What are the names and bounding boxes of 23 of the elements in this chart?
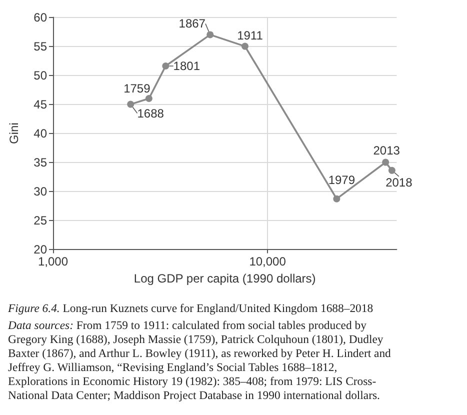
annotation: 1911 (237, 28, 264, 42)
text: Data sources: From 1759 to 1911: calculated from social tables produced by Gregory King (1688), Joseph Massie (1759), Patrick Colquhoun (1801), Dudley Baxter (1867), and Arthur L. Bowley (1911), as reworked by Peter H. Lindert and Jeffrey G. Williamson, “Revising England’s Social Tables 1688–1812, Explorations in Economic History 19 (1982): 385–408; from 1979: LIS Cross-National Data Center; Maddison Project Database in 1990 international dollars. (8, 319, 392, 403)
annotation: 2018 (386, 175, 413, 190)
y-tick-label: 60 (34, 10, 48, 24)
annotation: 1979 (328, 172, 356, 187)
y-tick-label: 30 (34, 184, 48, 198)
y-tick-label: 20 (34, 242, 48, 256)
y-tick-label: 25 (34, 213, 48, 228)
annotation: 1867 (178, 16, 206, 31)
annotation: 2013 (373, 143, 400, 158)
x-tick-label: 1,000 (38, 254, 68, 268)
y-axis-title: Gini (7, 122, 21, 144)
annotation: 1688 (137, 106, 164, 120)
x-axis-title: Log GDP per capita (1990 dollars) (134, 271, 316, 286)
y-tick-label: 55 (34, 39, 48, 54)
y-tick-label: 45 (34, 97, 48, 112)
y-tick-label: 35 (34, 155, 48, 170)
annotation: 1759 (124, 82, 151, 96)
y-tick-label: 50 (34, 68, 48, 82)
annotation: 1801 (173, 59, 200, 74)
x-tick-label: 10,000 (249, 254, 286, 268)
text: Figure 6.4. Long-run Kuznets curve for England/United Kingdom 1688–2018 (8, 302, 374, 316)
y-tick-label: 40 (34, 126, 48, 140)
